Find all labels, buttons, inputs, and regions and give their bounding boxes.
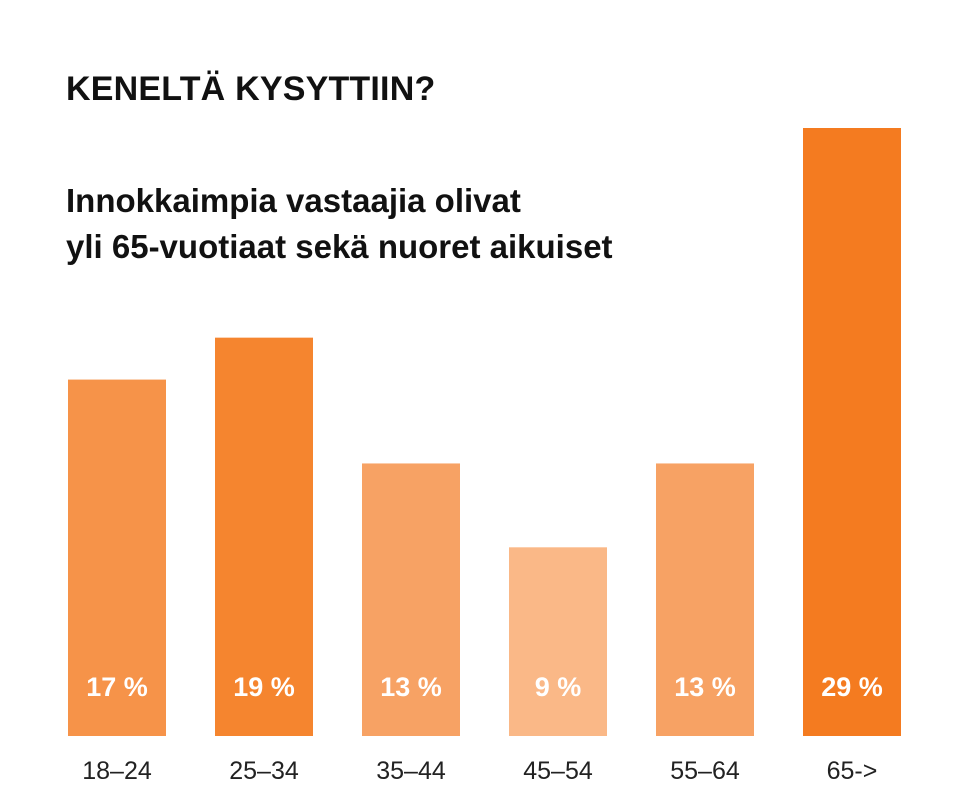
bar-value-label-3: 13 % [380,672,442,702]
subtitle-line-2: yli 65-vuotiaat sekä nuoret aikuiset [66,228,613,265]
x-tick-label-2: 25‒34 [229,757,299,785]
bar-4 [509,547,607,736]
subtitle-line-1: Innokkaimpia vastaajia olivat [66,182,521,219]
bar-1 [68,379,166,736]
x-tick-label-1: 18‒24 [82,757,152,785]
value-label-group: 17 % 19 % 13 % 9 % 13 % 29 % [86,672,883,702]
bar-2 [215,337,313,736]
x-tick-label-5: 55‒64 [670,757,740,785]
bar-value-label-1: 17 % [86,672,148,702]
bar-value-label-5: 13 % [674,672,736,702]
bar-group [68,128,901,736]
bar-value-label-6: 29 % [821,672,883,702]
x-tick-label-group: 18‒24 25‒34 35‒44 45‒54 55‒64 65-> [82,757,877,785]
chart-subtitle: Innokkaimpia vastaajia olivat yli 65-vuo… [66,178,766,270]
bar-value-label-2: 19 % [233,672,295,702]
x-tick-label-4: 45‒54 [523,757,593,785]
x-tick-label-3: 35‒44 [376,757,446,785]
bar-6 [803,128,901,736]
x-tick-label-6: 65-> [827,757,878,785]
bar-value-label-4: 9 % [535,672,582,702]
page-title: KENELTÄ KYSYTTIIN? [66,70,436,108]
bar-5 [656,463,754,736]
bar-3 [362,463,460,736]
